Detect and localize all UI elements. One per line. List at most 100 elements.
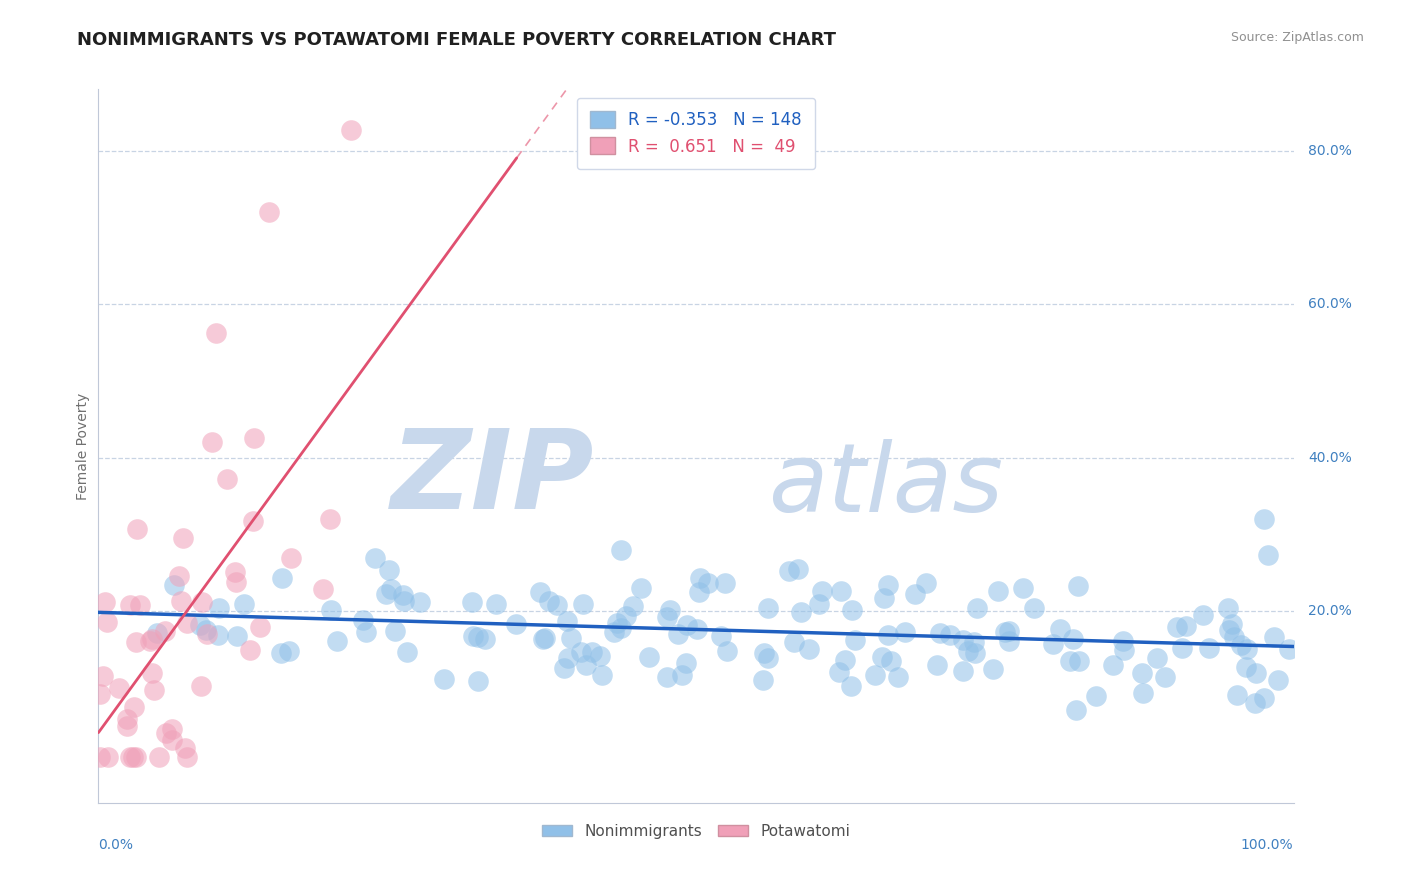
Point <box>1171 640 1194 655</box>
Point <box>752 647 775 661</box>
Point <box>1226 688 1249 702</box>
Point <box>1278 642 1301 657</box>
Point <box>188 617 211 632</box>
Point <box>1024 600 1046 615</box>
Point <box>460 595 482 609</box>
Point <box>630 581 652 595</box>
Point <box>994 625 1017 640</box>
Point <box>356 625 378 640</box>
Point <box>176 749 198 764</box>
Point <box>174 740 197 755</box>
Point <box>170 594 193 608</box>
Point <box>270 646 292 660</box>
Point <box>115 719 138 733</box>
Point <box>589 648 612 663</box>
Point <box>925 657 948 672</box>
Point <box>191 595 214 609</box>
Point <box>340 123 363 137</box>
Text: 80.0%: 80.0% <box>1308 144 1351 158</box>
Point <box>115 712 138 726</box>
Y-axis label: Female Poverty: Female Poverty <box>76 392 90 500</box>
Point <box>609 542 631 557</box>
Point <box>1218 624 1240 638</box>
Point <box>675 656 697 670</box>
Point <box>963 646 986 660</box>
Point <box>257 205 280 219</box>
Point <box>638 650 661 665</box>
Point <box>688 584 710 599</box>
Point <box>1101 658 1123 673</box>
Point <box>534 631 557 645</box>
Point <box>756 601 779 615</box>
Point <box>537 594 560 608</box>
Point <box>609 621 631 635</box>
Point <box>1267 673 1289 687</box>
Point <box>603 625 626 640</box>
Point <box>872 649 894 664</box>
Point <box>1069 654 1091 668</box>
Point <box>1166 620 1188 634</box>
Point <box>1223 630 1246 644</box>
Point <box>141 666 163 681</box>
Point <box>384 624 406 638</box>
Point <box>1236 660 1258 674</box>
Point <box>828 665 851 679</box>
Point <box>987 584 1010 599</box>
Point <box>201 435 224 450</box>
Point <box>873 591 896 606</box>
Point <box>195 623 218 637</box>
Text: 40.0%: 40.0% <box>1308 450 1351 465</box>
Point <box>1042 637 1064 651</box>
Point <box>1191 608 1213 623</box>
Point <box>155 624 177 638</box>
Point <box>364 550 387 565</box>
Point <box>1049 623 1071 637</box>
Point <box>409 595 432 609</box>
Point <box>195 626 218 640</box>
Point <box>125 749 148 764</box>
Point <box>97 749 120 764</box>
Point <box>569 645 592 659</box>
Point <box>952 664 974 678</box>
Point <box>1216 601 1239 615</box>
Point <box>1132 685 1154 699</box>
Point <box>529 585 551 599</box>
Point <box>474 632 496 646</box>
Text: Source: ZipAtlas.com: Source: ZipAtlas.com <box>1230 31 1364 45</box>
Point <box>1064 703 1087 717</box>
Point <box>224 565 246 579</box>
Point <box>658 603 681 617</box>
Point <box>591 668 613 682</box>
Point <box>1244 665 1267 680</box>
Point <box>242 514 264 528</box>
Point <box>1130 666 1153 681</box>
Point <box>271 571 294 585</box>
Point <box>952 633 974 648</box>
Point <box>312 582 335 596</box>
Point <box>238 642 260 657</box>
Point <box>877 628 900 642</box>
Text: 100.0%: 100.0% <box>1241 838 1294 853</box>
Point <box>1154 669 1177 683</box>
Point <box>553 661 575 675</box>
Point <box>91 668 114 682</box>
Point <box>778 564 800 578</box>
Point <box>375 587 398 601</box>
Point <box>485 597 508 611</box>
Point <box>1198 640 1220 655</box>
Point <box>655 609 678 624</box>
Point <box>575 658 598 673</box>
Point <box>904 587 927 601</box>
Point <box>433 672 456 686</box>
Point <box>118 598 141 612</box>
Point <box>928 625 950 640</box>
Point <box>716 644 738 658</box>
Point <box>467 630 489 644</box>
Point <box>122 699 145 714</box>
Text: 0.0%: 0.0% <box>98 838 134 853</box>
Point <box>531 632 554 647</box>
Point <box>981 662 1004 676</box>
Point <box>808 597 831 611</box>
Point <box>894 624 917 639</box>
Point <box>1220 617 1243 632</box>
